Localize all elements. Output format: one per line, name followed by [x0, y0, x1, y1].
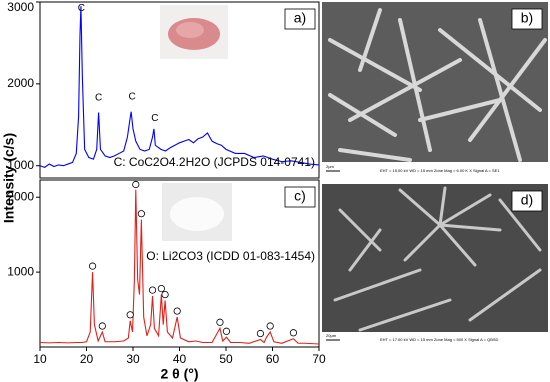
x-axis-title: 2 θ (°) [160, 366, 198, 382]
white-powder [170, 197, 224, 231]
panel-label-box [511, 8, 543, 30]
peak-marker [216, 318, 224, 326]
peak-marker [132, 180, 140, 189]
sem-info-bar [322, 332, 548, 347]
y-tick-label: 1000 [7, 158, 34, 172]
x-tick-label: 40 [173, 352, 187, 366]
peak-marker [126, 311, 134, 319]
peak-marker [266, 322, 274, 330]
sem-image-b [322, 2, 548, 178]
sem-scale: 2μm [326, 164, 335, 169]
pink-powder-highlight [176, 22, 204, 38]
panel-label-box [284, 186, 316, 208]
y-tick-label: 2000 [7, 189, 34, 203]
peak-marker [173, 307, 181, 315]
panel-label: d) [521, 192, 533, 208]
x-tick-label: 60 [266, 352, 280, 366]
sem-info-bar [322, 162, 548, 178]
y-axis-title: Intensity (c/s) [1, 133, 17, 223]
sem-crystals [333, 186, 542, 332]
sem-crystals [328, 8, 547, 162]
peak-marker [289, 329, 298, 337]
peak-label: C [78, 3, 85, 14]
x-tick-label: 10 [33, 352, 47, 366]
xrd-pattern [39, 6, 320, 168]
x-tick-label: 20 [80, 352, 94, 366]
peak-label: C [128, 92, 135, 103]
phase-legend: O: Li2CO3 (ICDD 01-083-1454) [146, 249, 315, 263]
panel-label: a) [294, 10, 306, 26]
sem-scale: 20μm [326, 333, 337, 338]
y-tick-label: 2000 [7, 76, 34, 90]
y-tick-label: 3000 [7, 0, 34, 14]
xrd-pattern [39, 189, 320, 345]
peak-marker [256, 329, 265, 338]
sem-info: EHT = 17.00 kV WD = 15 mm Zone Mag = 500… [380, 337, 499, 342]
panel-frame [39, 1, 320, 179]
peak-marker [88, 262, 97, 270]
phase-legend: C: CoC2O4.2H2O (JCPDS 014-0741) [114, 155, 315, 169]
peak-label: C [95, 92, 102, 103]
panel-label: c) [294, 188, 306, 204]
sem-info: EHT = 15.00 kV WD = 15 mm Zone Mag = 6.0… [380, 168, 500, 173]
panel-label: b) [521, 10, 533, 26]
x-tick-label: 70 [312, 352, 326, 366]
peak-marker [137, 210, 145, 218]
peak-label: C [151, 113, 158, 124]
peak-marker [148, 286, 157, 294]
peak-marker [161, 290, 169, 299]
y-tick-label: 1000 [7, 264, 34, 278]
sem-background [322, 2, 548, 178]
peak-marker [222, 327, 231, 335]
sem-image-d [322, 184, 548, 347]
x-tick-label: 30 [126, 352, 140, 366]
peak-marker [157, 284, 165, 293]
x-tick-label: 50 [219, 352, 233, 366]
panel-label-box [284, 8, 316, 30]
panel-label-box [511, 190, 543, 212]
peak-marker [98, 322, 106, 330]
